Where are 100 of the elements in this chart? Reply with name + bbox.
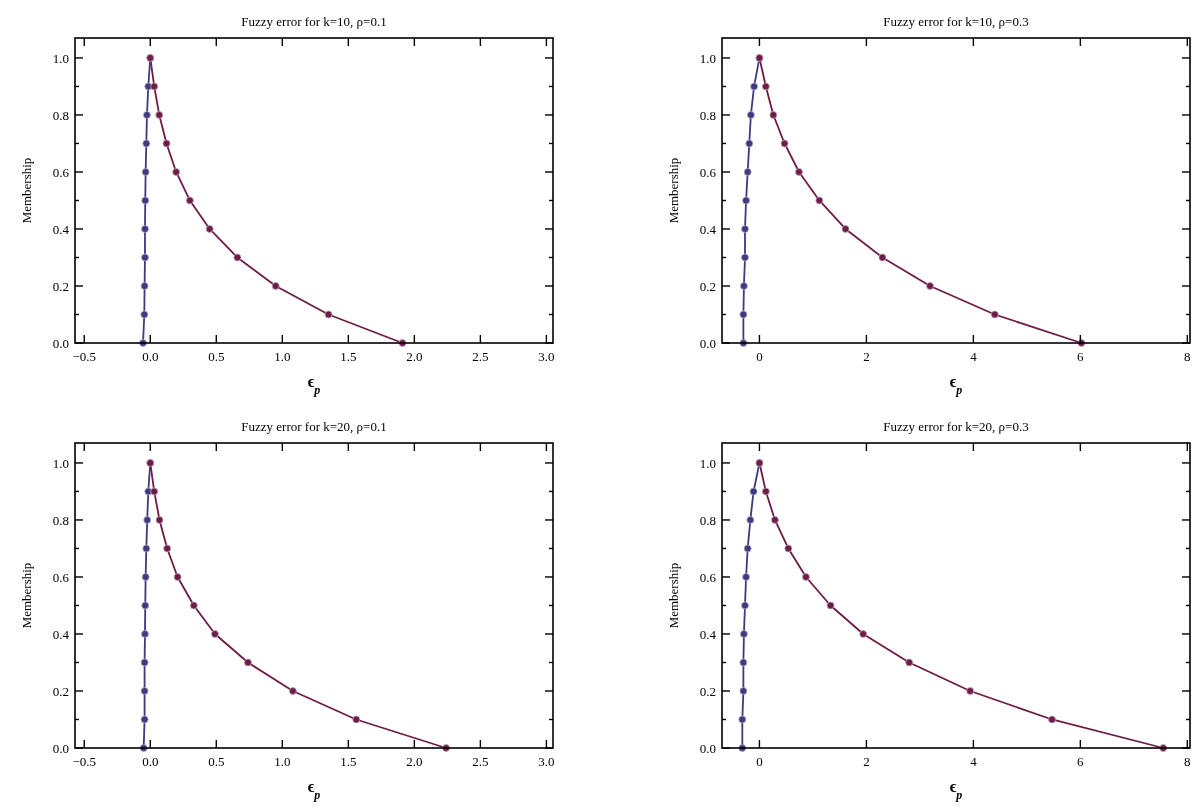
- point: [140, 687, 149, 695]
- point: [741, 253, 749, 262]
- x-tick-label: 0: [756, 754, 763, 769]
- point: [163, 544, 172, 553]
- x-tick-label: 2.0: [406, 349, 423, 364]
- chart-title: Fuzzy error for k=10, ρ=0.1: [241, 14, 387, 29]
- point: [211, 630, 219, 638]
- point: [205, 225, 214, 233]
- y-tick-label: 0.4: [699, 626, 717, 642]
- point: [926, 282, 934, 290]
- y-tick-label: 0.6: [699, 164, 717, 180]
- point: [172, 168, 181, 176]
- point: [990, 310, 999, 319]
- x-tick-label: 2: [863, 349, 870, 364]
- y-tick-label: 0.6: [52, 569, 70, 585]
- x-tick-label: 3.0: [538, 349, 555, 364]
- point: [141, 573, 150, 581]
- point: [142, 139, 151, 148]
- point: [288, 687, 297, 695]
- point: [189, 601, 198, 610]
- x-tick-label: 2.5: [472, 754, 489, 769]
- point: [749, 487, 758, 496]
- x-tick-label: 6: [1077, 754, 1085, 769]
- point: [878, 253, 887, 262]
- y-tick-label: 0.0: [52, 335, 69, 351]
- point: [841, 225, 850, 233]
- x-tick-label: 1.0: [274, 754, 291, 769]
- y-axis-title: Membership: [666, 562, 681, 629]
- chart-title: Fuzzy error for k=10, ρ=0.3: [883, 14, 1029, 29]
- point: [761, 82, 770, 91]
- point: [966, 687, 975, 695]
- x-tick-label: −0.5: [72, 754, 97, 769]
- point: [859, 630, 868, 638]
- y-tick-label: 0.0: [52, 740, 69, 756]
- point: [769, 111, 778, 119]
- point: [141, 225, 149, 233]
- point: [155, 516, 164, 524]
- y-tick-label: 0.6: [52, 164, 70, 180]
- point: [905, 658, 914, 667]
- point: [743, 544, 752, 553]
- point: [739, 658, 748, 667]
- point: [780, 139, 789, 148]
- y-axis-title: Membership: [19, 562, 34, 629]
- point: [742, 573, 750, 581]
- point: [155, 111, 164, 119]
- point: [173, 573, 182, 581]
- point: [141, 630, 149, 638]
- point: [141, 253, 149, 262]
- y-axis-title: Membership: [666, 157, 681, 224]
- point: [802, 573, 810, 581]
- point: [740, 630, 748, 638]
- x-tick-label: 1.5: [340, 349, 357, 364]
- y-tick-label: 0.2: [699, 278, 716, 294]
- point: [1048, 715, 1056, 724]
- y-tick-label: 0.6: [699, 569, 717, 585]
- point: [150, 82, 159, 91]
- point: [795, 168, 803, 176]
- point: [746, 516, 755, 524]
- y-tick-label: 0.4: [699, 221, 717, 237]
- point: [739, 310, 748, 319]
- y-tick-label: 0.0: [699, 740, 716, 756]
- point: [233, 253, 242, 262]
- x-axis-title: ϵ$_{p}$: [307, 778, 321, 802]
- point: [740, 282, 748, 290]
- point: [324, 310, 333, 319]
- point: [741, 225, 749, 233]
- y-tick-label: 0.2: [52, 683, 69, 699]
- point: [745, 139, 754, 148]
- x-axis-title: ϵ$_{p}$: [949, 778, 963, 802]
- point: [140, 282, 149, 290]
- x-tick-label: 1.0: [274, 349, 291, 364]
- x-tick-label: 8: [1184, 349, 1191, 364]
- y-tick-label: 0.2: [699, 683, 716, 699]
- x-tick-label: 2.0: [406, 754, 423, 769]
- y-tick-label: 1.0: [52, 455, 69, 471]
- point: [150, 487, 159, 496]
- point: [743, 168, 752, 176]
- x-tick-label: 1.5: [340, 754, 357, 769]
- x-axis-title: ϵ$_{p}$: [949, 373, 963, 397]
- x-tick-label: 0.5: [208, 754, 225, 769]
- point: [352, 715, 361, 724]
- x-tick-label: 4: [970, 754, 978, 769]
- chart-title: Fuzzy error for k=20, ρ=0.1: [241, 419, 387, 434]
- point: [746, 111, 755, 119]
- y-tick-label: 0.2: [52, 278, 69, 294]
- x-tick-label: 8: [1184, 754, 1191, 769]
- y-tick-label: 0.4: [52, 221, 70, 237]
- point: [185, 196, 194, 205]
- point: [750, 82, 758, 91]
- point: [826, 601, 835, 610]
- point: [739, 687, 748, 695]
- point: [140, 658, 149, 667]
- x-tick-label: −0.5: [72, 349, 97, 364]
- y-tick-label: 0.8: [52, 512, 69, 528]
- point: [271, 282, 280, 290]
- y-tick-label: 1.0: [52, 50, 69, 66]
- x-tick-label: 0: [756, 349, 763, 364]
- y-tick-label: 0.8: [52, 107, 69, 123]
- x-tick-label: 0.5: [208, 349, 225, 364]
- point: [142, 544, 151, 553]
